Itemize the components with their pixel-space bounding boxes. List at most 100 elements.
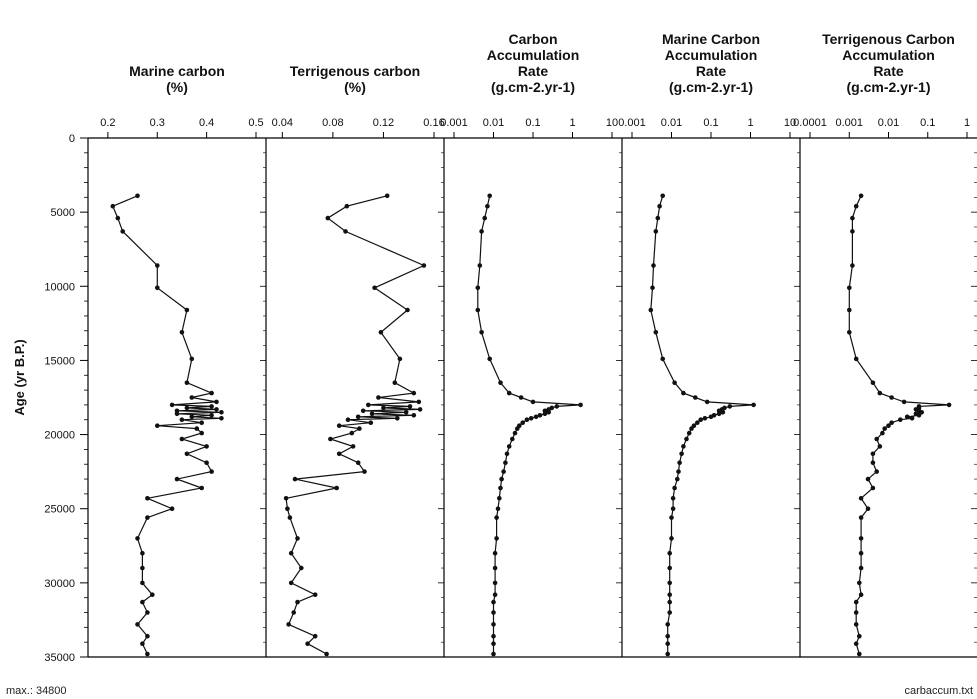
data-point	[858, 193, 864, 199]
x-tick-label: 1	[964, 117, 970, 129]
panel-title-line: (%)	[166, 79, 188, 95]
data-point	[140, 550, 145, 556]
data-point	[285, 506, 290, 512]
data-point	[857, 633, 862, 639]
data-point	[336, 451, 342, 457]
x-tick-label: 0.04	[272, 117, 293, 129]
x-tick-label: 0.08	[322, 117, 343, 129]
data-point	[485, 203, 490, 209]
data-point	[853, 622, 859, 627]
panel-title-line: Rate	[696, 63, 727, 79]
data-point	[135, 536, 140, 541]
x-tick-label: 0.1	[525, 117, 540, 129]
data-point	[901, 399, 907, 405]
data-point	[140, 641, 145, 646]
data-point	[155, 423, 160, 429]
data-point	[681, 390, 686, 396]
data-point	[716, 411, 722, 417]
data-point	[366, 402, 371, 408]
data-point	[295, 599, 300, 605]
data-point	[179, 436, 185, 442]
data-point	[853, 610, 859, 615]
data-point	[497, 496, 502, 501]
data-point	[886, 423, 891, 429]
data-point	[578, 402, 583, 408]
data-point	[189, 414, 195, 420]
data-point	[350, 444, 356, 449]
data-point	[368, 420, 374, 426]
data-point	[219, 410, 224, 415]
data-point	[491, 599, 496, 605]
data-point	[653, 229, 659, 234]
x-tick-label: 0.16	[423, 117, 444, 129]
data-point	[537, 413, 543, 418]
data-point	[672, 485, 677, 491]
series-line	[848, 195, 950, 655]
data-point	[909, 416, 915, 421]
data-point	[209, 413, 214, 418]
data-point	[504, 451, 510, 457]
y-tick-label: 10000	[44, 281, 75, 293]
data-point	[349, 430, 355, 436]
data-point	[204, 444, 209, 449]
data-point	[853, 599, 859, 605]
x-tick-label: 0.2	[100, 117, 115, 129]
panel-title-line: Marine carbon	[129, 63, 225, 79]
y-tick-label: 5000	[51, 207, 75, 219]
y-tick-label: 25000	[44, 504, 75, 516]
y-tick-label: 20000	[44, 430, 75, 442]
data-point	[288, 580, 294, 586]
data-point	[135, 193, 140, 199]
data-point	[184, 405, 190, 411]
data-point	[667, 599, 672, 605]
data-point	[179, 417, 185, 423]
data-point	[657, 203, 662, 209]
data-point	[345, 417, 351, 423]
data-point	[660, 193, 665, 199]
data-point	[491, 651, 496, 657]
data-point	[312, 633, 318, 639]
data-point	[492, 580, 498, 586]
data-point	[288, 550, 294, 556]
data-point	[501, 469, 506, 474]
data-point	[667, 610, 672, 615]
x-tick-label: 10	[784, 117, 796, 129]
data-point	[689, 426, 694, 431]
panel-title-line: (g.cm-2.yr-1)	[491, 79, 575, 95]
data-point	[510, 436, 515, 442]
data-point	[405, 307, 410, 313]
data-point	[655, 215, 661, 221]
data-point	[491, 633, 496, 639]
data-point	[145, 515, 150, 520]
data-point	[530, 399, 536, 405]
data-point	[495, 506, 501, 512]
data-point	[376, 395, 381, 400]
footer-max: max.: 34800	[6, 685, 67, 697]
data-point	[874, 469, 879, 474]
data-point	[334, 485, 340, 491]
panel-title-line: Rate	[873, 63, 904, 79]
data-point	[214, 407, 219, 412]
data-point	[194, 426, 200, 431]
y-tick-label: 30000	[44, 578, 75, 590]
data-point	[679, 451, 684, 457]
data-point	[751, 402, 756, 408]
data-point	[874, 436, 879, 442]
data-point	[110, 203, 116, 209]
data-point	[503, 460, 508, 466]
data-point	[477, 263, 483, 268]
data-point	[328, 436, 333, 442]
data-point	[355, 460, 361, 466]
data-point	[421, 263, 427, 268]
data-point	[919, 410, 924, 415]
data-point	[140, 599, 145, 605]
data-point	[179, 330, 185, 335]
data-point	[506, 390, 512, 396]
data-point	[702, 416, 708, 421]
data-point	[417, 407, 423, 412]
data-point	[499, 476, 504, 482]
data-point	[520, 420, 525, 426]
data-point	[858, 592, 864, 597]
x-tick-label: 1	[747, 117, 753, 129]
data-point	[695, 420, 700, 426]
